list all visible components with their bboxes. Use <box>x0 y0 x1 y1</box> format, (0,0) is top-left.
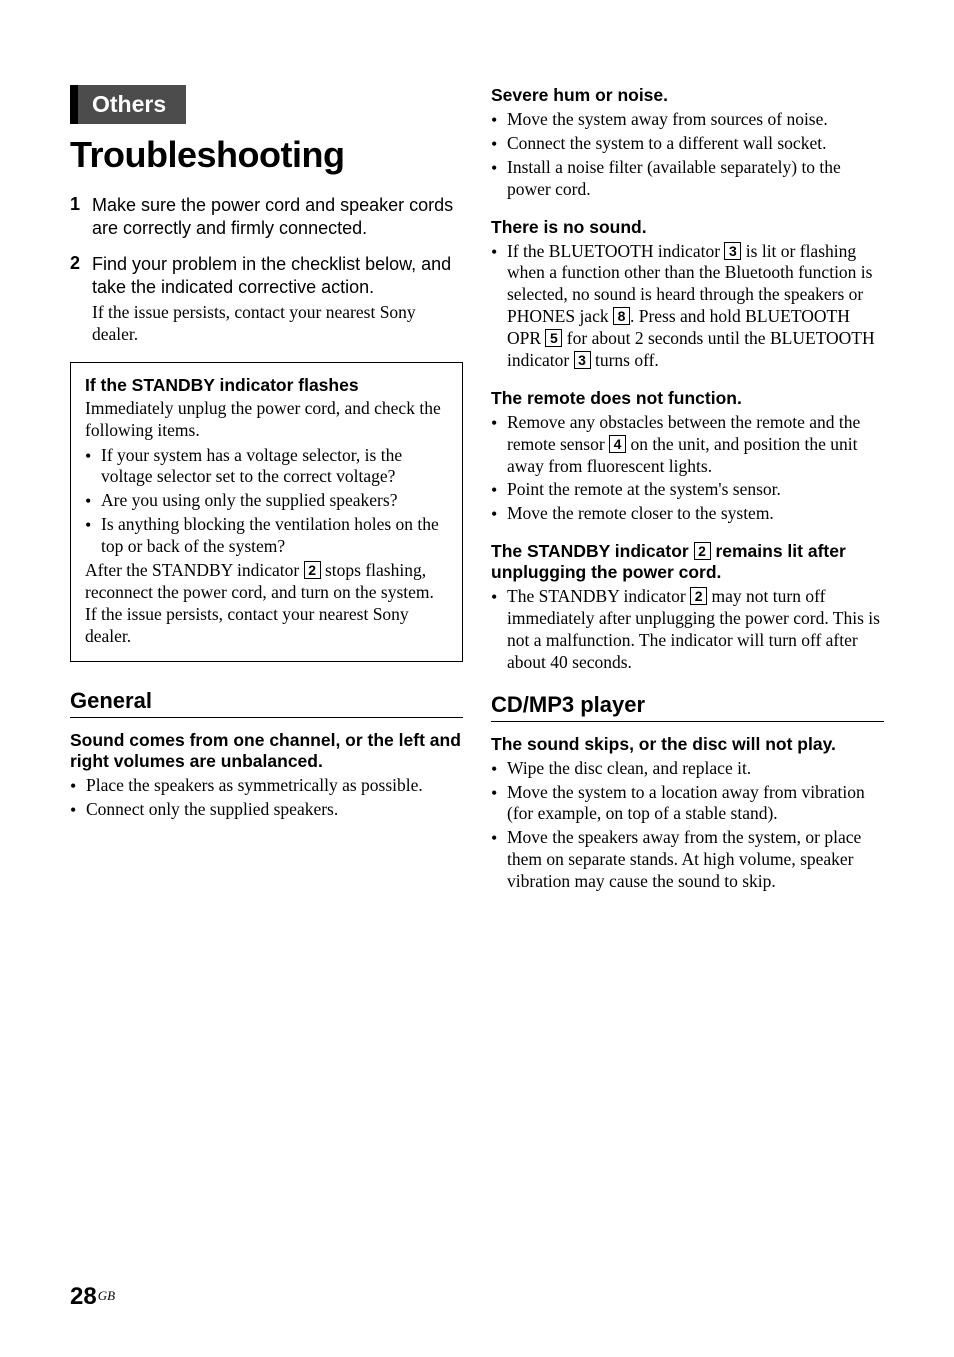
issue-bullets: Place the speakers as symmetrically as p… <box>70 775 463 821</box>
issue-block: There is no sound. If the BLUETOOTH indi… <box>491 217 884 372</box>
box-number-icon: 5 <box>545 329 562 347</box>
list-item: Move the system to a location away from … <box>491 782 884 826</box>
issue-block: The remote does not function. Remove any… <box>491 388 884 525</box>
step-number: 1 <box>70 194 92 239</box>
issue-bullets: If the BLUETOOTH indicator 3 is lit or f… <box>491 241 884 372</box>
general-heading: General <box>70 688 463 718</box>
list-item: Point the remote at the system's sensor. <box>491 479 884 501</box>
issue-bullets: Remove any obstacles between the remote … <box>491 412 884 525</box>
issue-bullets: Move the system away from sources of noi… <box>491 109 884 201</box>
list-item: Is anything blocking the ventilation hol… <box>85 514 448 558</box>
list-item: Connect only the supplied speakers. <box>70 799 463 821</box>
step: 1Make sure the power cord and speaker co… <box>70 194 463 239</box>
inset-title: If the STANDBY indicator flashes <box>85 375 448 396</box>
issue-title: The sound skips, or the disc will not pl… <box>491 734 884 755</box>
list-item: Wipe the disc clean, and replace it. <box>491 758 884 780</box>
inset-bullets: If your system has a voltage selector, i… <box>85 445 448 558</box>
box-number-icon: 2 <box>304 561 321 579</box>
list-item: Move the system away from sources of noi… <box>491 109 884 131</box>
step-subtext: If the issue persists, contact your near… <box>92 302 463 346</box>
list-item: Move the remote closer to the system. <box>491 503 884 525</box>
step-text: Make sure the power cord and speaker cor… <box>92 194 463 239</box>
issue-title: Severe hum or noise. <box>491 85 884 106</box>
standby-flash-box: If the STANDBY indicator flashes Immedia… <box>70 362 463 663</box>
main-title: Troubleshooting <box>70 134 463 176</box>
box-number-icon: 3 <box>574 351 591 369</box>
issue-title: The STANDBY indicator 2 remains lit afte… <box>491 541 884 583</box>
box-number-icon: 2 <box>694 542 711 560</box>
step: 2Find your problem in the checklist belo… <box>70 253 463 346</box>
list-item: Remove any obstacles between the remote … <box>491 412 884 478</box>
issue-block: The STANDBY indicator 2 remains lit afte… <box>491 541 884 674</box>
issue-title: There is no sound. <box>491 217 884 238</box>
box-number-icon: 4 <box>609 435 626 453</box>
list-item: Place the speakers as symmetrically as p… <box>70 775 463 797</box>
inset-after: After the STANDBY indicator 2 stops flas… <box>85 560 448 648</box>
list-item: If the BLUETOOTH indicator 3 is lit or f… <box>491 241 884 372</box>
box-number-icon: 8 <box>613 307 630 325</box>
list-item: Move the speakers away from the system, … <box>491 827 884 893</box>
page-number: 28GB <box>70 1283 115 1311</box>
issue-block: Severe hum or noise. Move the system awa… <box>491 85 884 201</box>
inset-intro: Immediately unplug the power cord, and c… <box>85 398 448 442</box>
page-region: GB <box>98 1288 115 1303</box>
step-text: Find your problem in the checklist below… <box>92 253 463 346</box>
list-item: If your system has a voltage selector, i… <box>85 445 448 489</box>
issue-bullets: Wipe the disc clean, and replace it.Move… <box>491 758 884 893</box>
issue-block: The sound skips, or the disc will not pl… <box>491 734 884 893</box>
list-item: The STANDBY indicator 2 may not turn off… <box>491 586 884 674</box>
section-tab: Others <box>70 85 186 124</box>
issue-title: Sound comes from one channel, or the lef… <box>70 730 463 772</box>
issue-title: The remote does not function. <box>491 388 884 409</box>
box-number-icon: 3 <box>724 242 741 260</box>
cdmp3-heading: CD/MP3 player <box>491 692 884 722</box>
issue-block: Sound comes from one channel, or the lef… <box>70 730 463 821</box>
list-item: Are you using only the supplied speakers… <box>85 490 448 512</box>
box-number-icon: 2 <box>690 587 707 605</box>
list-item: Install a noise filter (available separa… <box>491 157 884 201</box>
list-item: Connect the system to a different wall s… <box>491 133 884 155</box>
step-number: 2 <box>70 253 92 346</box>
issue-bullets: The STANDBY indicator 2 may not turn off… <box>491 586 884 674</box>
steps-list: 1Make sure the power cord and speaker co… <box>70 194 463 346</box>
